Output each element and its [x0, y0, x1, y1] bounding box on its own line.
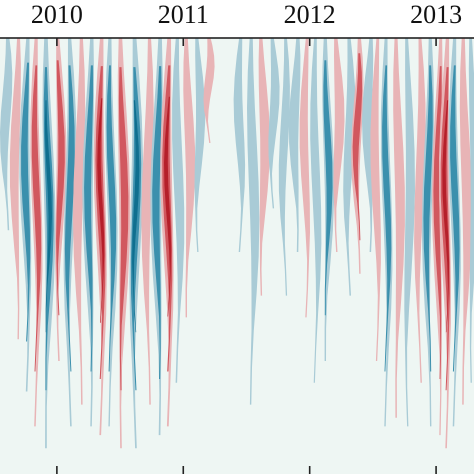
heatmap-band-8-level-1 [84, 65, 94, 372]
heatmap-band-24-level-0 [278, 38, 290, 296]
x-tick-label-2011: 2011 [158, 0, 209, 29]
heatmap-band-16-level-0 [172, 38, 185, 383]
heatmap-band-21-level-0 [247, 38, 260, 405]
x-tick-label-2013: 2013 [410, 0, 462, 29]
heatmap-band-43-level-0 [468, 38, 474, 383]
heatmap-band-6-level-1 [64, 65, 75, 372]
heatmap-band-22-level-0 [258, 38, 270, 296]
x-tick-label-2010: 2010 [31, 0, 83, 29]
heatmap-band-40-level-2 [442, 100, 450, 333]
heatmap-band-28-level-1 [323, 60, 333, 316]
heatmap-band-1-level-0 [9, 38, 21, 340]
heatmap-band-25-level-0 [288, 38, 301, 252]
heatmap-band-2-level-1 [21, 62, 31, 342]
heatmap-band-3-level-1 [31, 65, 42, 372]
heatmap-band-0-level-0 [0, 38, 13, 231]
heatmap-band-20-level-0 [233, 38, 246, 252]
heatmap-band-38-level-1 [423, 65, 433, 372]
x-tick-label-2012: 2012 [284, 0, 336, 29]
heatmap-band-18-level-0 [194, 38, 206, 252]
heatmap-band-33-level-0 [370, 38, 381, 361]
heatmap-band-19-level-0 [203, 38, 215, 143]
heatmap-band-36-level-0 [404, 38, 415, 427]
heatmap-band-35-level-0 [393, 38, 405, 418]
heatmap-band-15-level-2 [164, 96, 172, 317]
x-axis-tick-labels: 2010 2011 2012 2013 [31, 0, 462, 29]
heatmap-bands [0, 38, 474, 449]
heatmap-band-26-level-0 [299, 38, 310, 318]
heatmap-band-9-level-2 [97, 98, 105, 323]
heatmap-band-34-level-1 [382, 65, 392, 372]
heatmap-band-14-level-1 [152, 66, 162, 379]
heatmap-band-27-level-0 [310, 38, 322, 383]
heatmap-band-41-level-1 [450, 65, 460, 372]
heatmap-band-13-level-0 [141, 38, 154, 405]
plot-frame [0, 37, 474, 39]
x-axis-ticks [56, 38, 437, 474]
heatmap-band-29-level-0 [333, 38, 345, 252]
heatmap-band-11-level-1 [118, 67, 129, 391]
heatmap-band-32-level-0 [362, 38, 374, 252]
heatmap-band-42-level-0 [459, 38, 472, 405]
heatmap-band-17-level-0 [183, 38, 196, 318]
heatmap-band-37-level-0 [414, 38, 426, 383]
heatmap-band-4-level-2 [44, 100, 52, 333]
heatmap-band-30-level-0 [343, 38, 356, 296]
heatmap-band-5-level-1 [56, 60, 65, 316]
heatmap-band-10-level-1 [106, 65, 117, 372]
heatmap-band-31-level-1 [352, 53, 363, 241]
heatmap-band-7-level-0 [73, 38, 86, 405]
heatmap-band-23-level-0 [268, 38, 280, 209]
heatmap-band-12-level-2 [132, 100, 140, 333]
